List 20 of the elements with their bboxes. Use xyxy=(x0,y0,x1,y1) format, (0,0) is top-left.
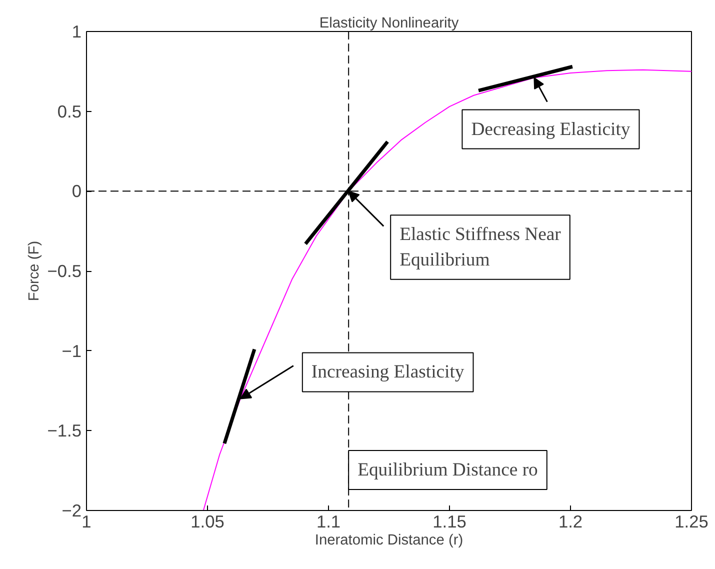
y-tick-label: 1 xyxy=(72,22,82,42)
annotation: Elastic Stiffness Near Equilibrium xyxy=(400,224,562,270)
y-axis-title: Force (F) xyxy=(26,240,42,302)
line-series xyxy=(202,69,692,510)
y-tick-label: 0 xyxy=(72,181,82,202)
x-axis-title: Ineratomic Distance (r) xyxy=(314,532,464,548)
x-tick-label: 1.1 xyxy=(316,512,341,532)
y-tick-label: 0.5 xyxy=(57,101,82,122)
y-tick-label: −1.5 xyxy=(47,420,82,441)
x-tick-label: 1.15 xyxy=(432,512,466,532)
annotation: Decreasing Elasticity xyxy=(471,118,631,140)
y-tick-label: −1 xyxy=(62,340,82,361)
x-tick-label: 1.05 xyxy=(190,512,224,532)
x-tick-label: 1.25 xyxy=(674,512,708,532)
y-tick-label: −2 xyxy=(62,500,82,520)
y-tick-label: −0.5 xyxy=(47,261,82,281)
x-tick-label: 1.2 xyxy=(558,512,583,532)
ref-line-label: Equilibrium Distance ro xyxy=(358,460,538,480)
chart-title: Elasticity Nonlinearity xyxy=(319,16,460,32)
annotation: Increasing Elasticity xyxy=(311,362,465,383)
